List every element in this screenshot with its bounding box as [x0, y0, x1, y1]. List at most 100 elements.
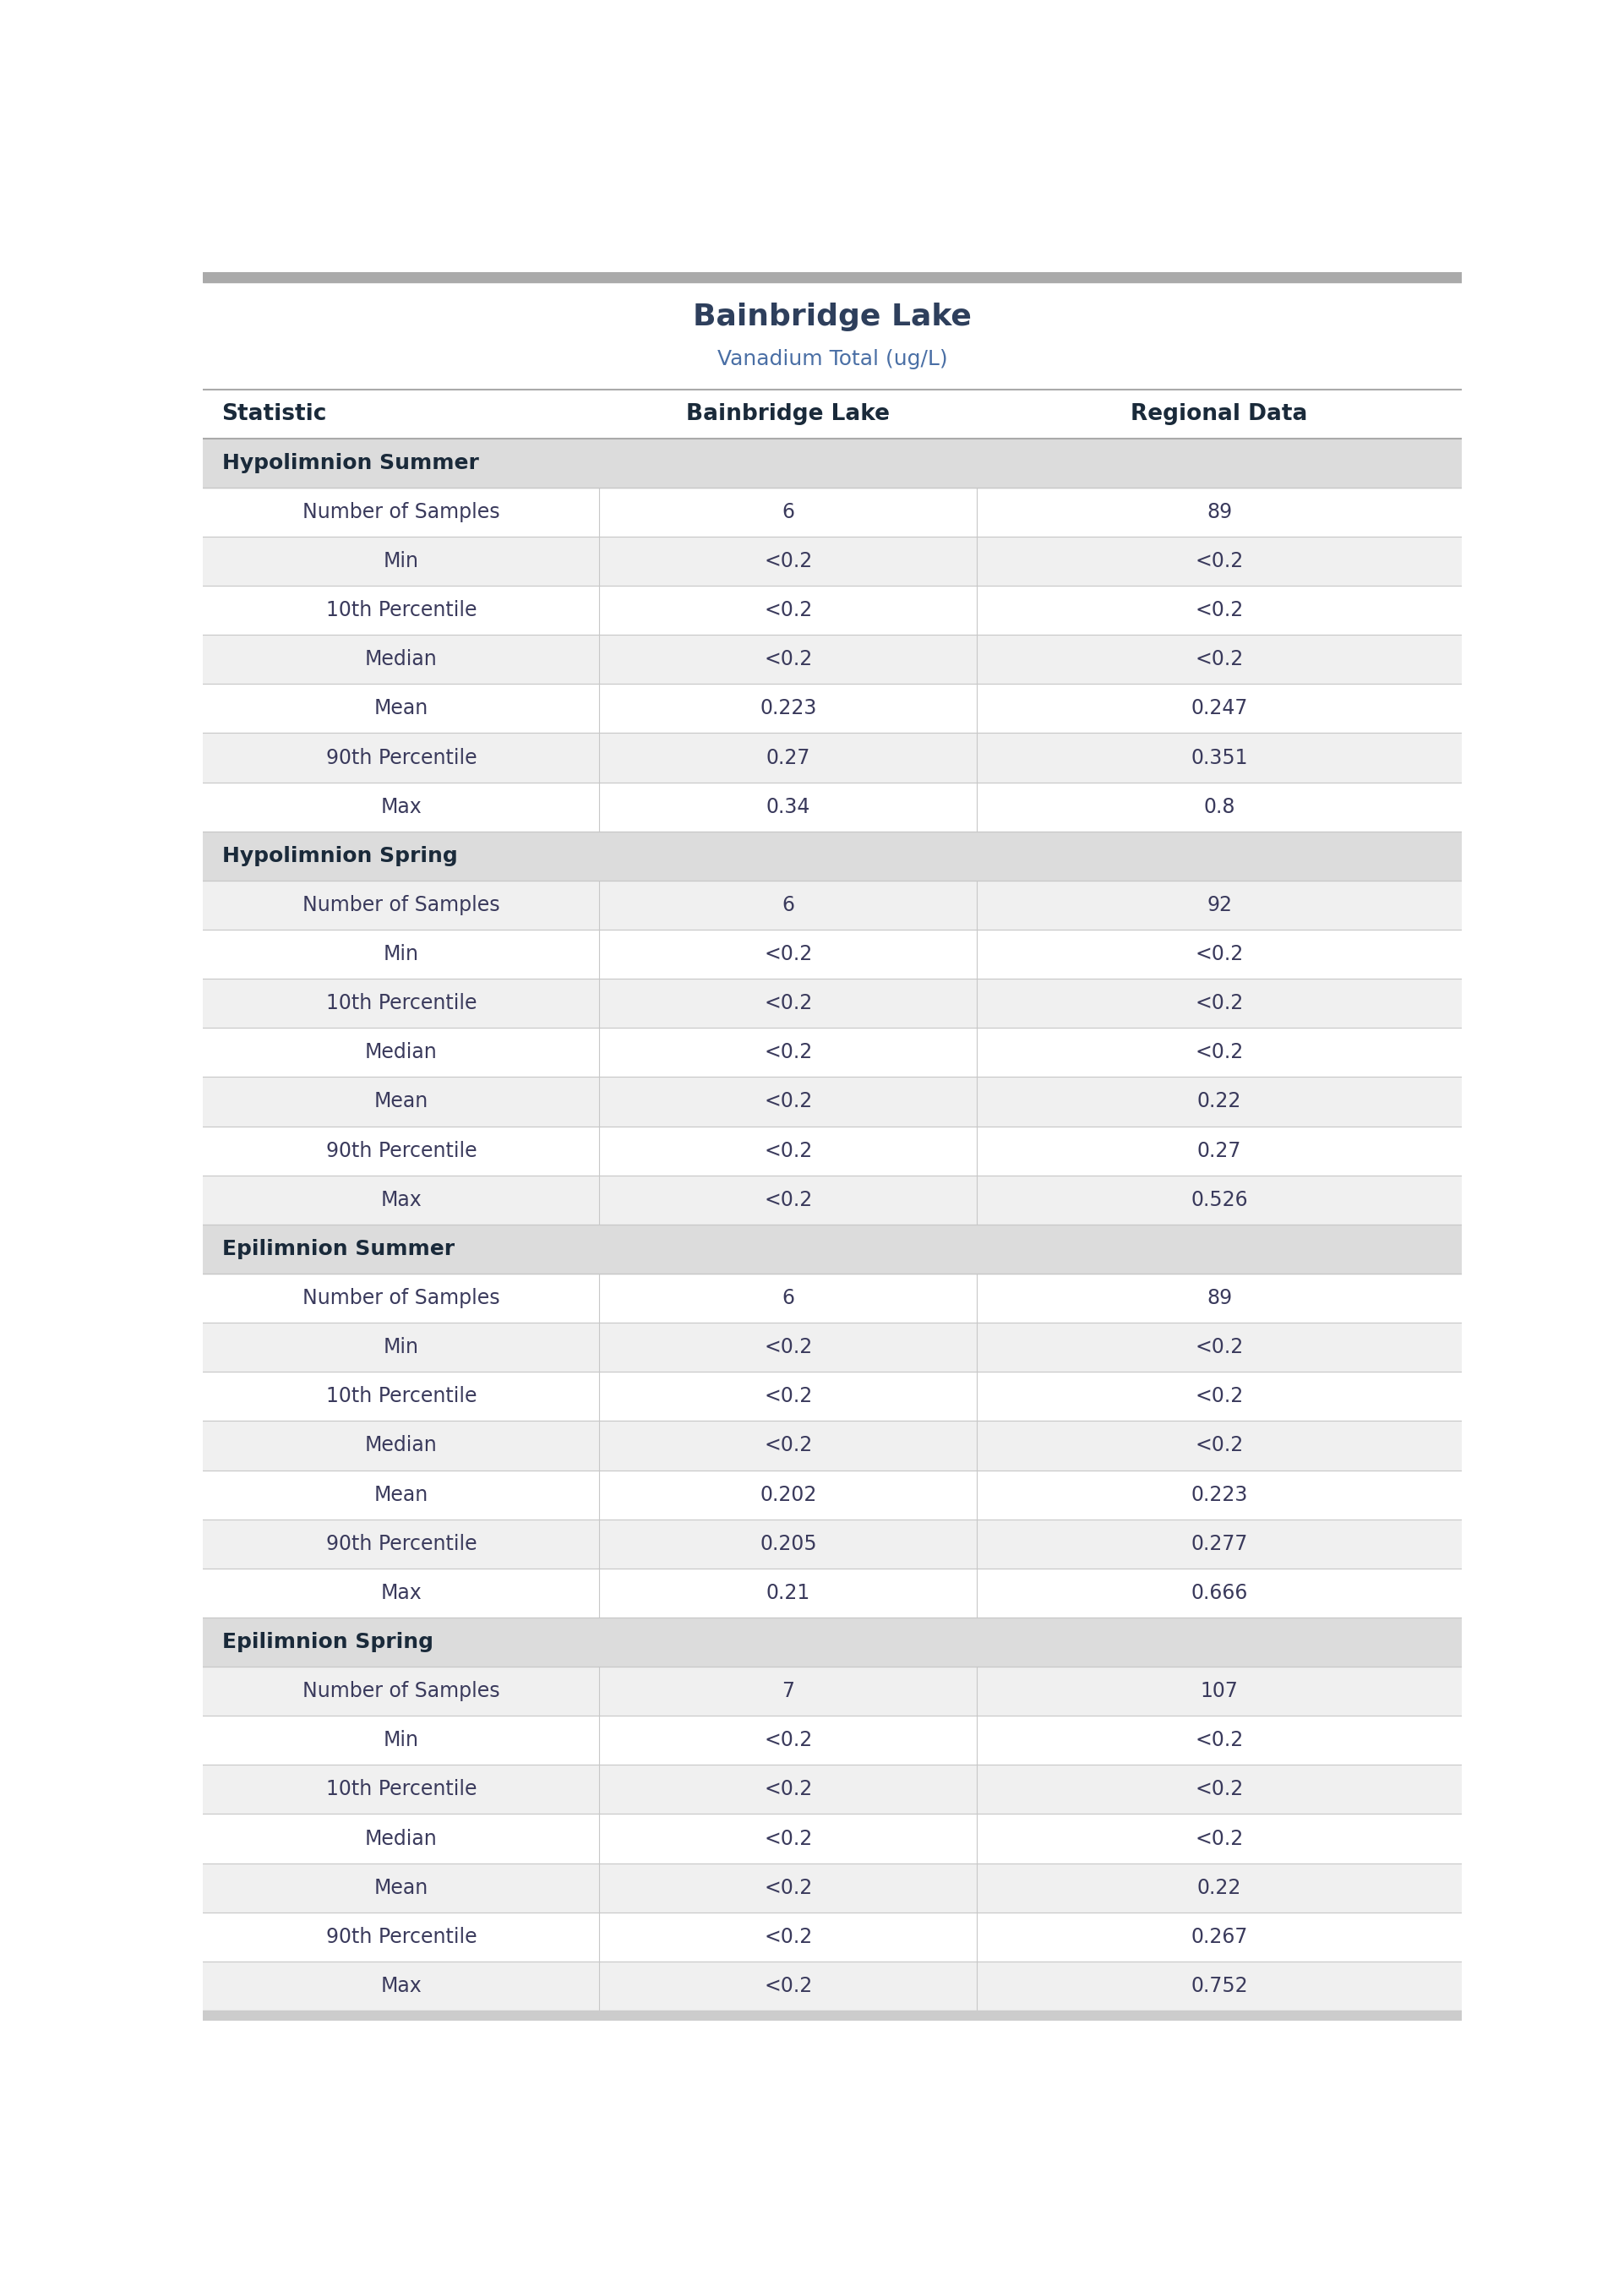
Text: Statistic: Statistic: [222, 404, 326, 424]
Text: Max: Max: [380, 1189, 422, 1210]
Text: 10th Percentile: 10th Percentile: [326, 1780, 476, 1800]
Text: Number of Samples: Number of Samples: [302, 894, 500, 915]
Text: Min: Min: [383, 552, 419, 572]
Bar: [203, 1076, 1462, 1126]
Text: Number of Samples: Number of Samples: [302, 1287, 500, 1308]
Text: 0.202: 0.202: [760, 1485, 817, 1505]
Text: 0.666: 0.666: [1190, 1582, 1247, 1603]
Bar: [203, 1666, 1462, 1716]
Text: 0.34: 0.34: [767, 797, 810, 817]
Text: Mean: Mean: [374, 1092, 429, 1112]
Bar: [203, 1961, 1462, 2011]
Text: <0.2: <0.2: [763, 1092, 812, 1112]
Text: <0.2: <0.2: [763, 1730, 812, 1750]
Text: Epilimnion Summer: Epilimnion Summer: [222, 1239, 455, 1260]
Text: <0.2: <0.2: [763, 1189, 812, 1210]
Text: Bainbridge Lake: Bainbridge Lake: [693, 302, 971, 331]
Text: Max: Max: [380, 1975, 422, 1995]
Text: <0.2: <0.2: [763, 1827, 812, 1848]
Text: <0.2: <0.2: [763, 1337, 812, 1357]
Text: <0.2: <0.2: [763, 1042, 812, 1062]
Bar: [203, 1323, 1462, 1371]
Text: 0.267: 0.267: [1190, 1927, 1247, 1948]
Text: 0.277: 0.277: [1190, 1535, 1247, 1555]
Text: <0.2: <0.2: [1195, 1042, 1244, 1062]
Text: 90th Percentile: 90th Percentile: [326, 1140, 477, 1160]
Text: <0.2: <0.2: [763, 1975, 812, 1995]
Bar: [203, 1864, 1462, 1911]
Text: <0.2: <0.2: [1195, 994, 1244, 1012]
Text: <0.2: <0.2: [763, 1435, 812, 1455]
Text: Median: Median: [365, 1042, 437, 1062]
Text: Epilimnion Spring: Epilimnion Spring: [222, 1632, 434, 1653]
Text: 0.351: 0.351: [1190, 747, 1247, 767]
Text: 89: 89: [1207, 1287, 1233, 1308]
Bar: [203, 1421, 1462, 1471]
Text: <0.2: <0.2: [1195, 1435, 1244, 1455]
Text: 0.27: 0.27: [767, 747, 810, 767]
Text: 10th Percentile: 10th Percentile: [326, 599, 476, 620]
Text: Median: Median: [365, 1827, 437, 1848]
Text: <0.2: <0.2: [763, 994, 812, 1012]
Text: <0.2: <0.2: [1195, 1780, 1244, 1800]
Text: 0.752: 0.752: [1190, 1975, 1247, 1995]
Text: 90th Percentile: 90th Percentile: [326, 747, 477, 767]
Text: <0.2: <0.2: [763, 552, 812, 572]
Text: <0.2: <0.2: [1195, 1730, 1244, 1750]
Text: Bainbridge Lake: Bainbridge Lake: [687, 404, 890, 424]
Text: 0.223: 0.223: [760, 699, 817, 720]
Text: Mean: Mean: [374, 1485, 429, 1505]
Text: Min: Min: [383, 1730, 419, 1750]
Text: 0.205: 0.205: [760, 1535, 817, 1555]
Text: 0.22: 0.22: [1197, 1092, 1241, 1112]
Text: 6: 6: [781, 1287, 794, 1308]
Text: 90th Percentile: 90th Percentile: [326, 1927, 477, 1948]
Text: 7: 7: [781, 1682, 794, 1700]
Text: <0.2: <0.2: [763, 944, 812, 965]
Text: <0.2: <0.2: [763, 599, 812, 620]
Text: Vanadium Total (ug/L): Vanadium Total (ug/L): [718, 350, 947, 370]
Bar: [203, 272, 1462, 281]
Text: <0.2: <0.2: [1195, 552, 1244, 572]
Text: <0.2: <0.2: [1195, 599, 1244, 620]
Bar: [203, 1224, 1462, 1273]
Bar: [203, 733, 1462, 783]
Text: <0.2: <0.2: [1195, 944, 1244, 965]
Bar: [203, 1176, 1462, 1224]
Text: Mean: Mean: [374, 699, 429, 720]
Bar: [203, 1619, 1462, 1666]
Text: Max: Max: [380, 797, 422, 817]
Text: 107: 107: [1200, 1682, 1237, 1700]
Text: Median: Median: [365, 649, 437, 670]
Text: Mean: Mean: [374, 1877, 429, 1898]
Text: Regional Data: Regional Data: [1130, 404, 1307, 424]
Text: 0.223: 0.223: [1190, 1485, 1247, 1505]
Text: <0.2: <0.2: [763, 1387, 812, 1407]
Text: 92: 92: [1207, 894, 1233, 915]
Text: <0.2: <0.2: [1195, 649, 1244, 670]
Text: 6: 6: [781, 502, 794, 522]
Text: Min: Min: [383, 1337, 419, 1357]
Text: <0.2: <0.2: [763, 1780, 812, 1800]
Text: 0.526: 0.526: [1190, 1189, 1247, 1210]
Text: Median: Median: [365, 1435, 437, 1455]
Text: <0.2: <0.2: [763, 1877, 812, 1898]
Text: 6: 6: [781, 894, 794, 915]
Bar: [203, 1519, 1462, 1569]
Text: 0.8: 0.8: [1203, 797, 1236, 817]
Text: <0.2: <0.2: [1195, 1387, 1244, 1407]
Text: 89: 89: [1207, 502, 1233, 522]
Bar: [203, 536, 1462, 586]
Text: 10th Percentile: 10th Percentile: [326, 994, 476, 1012]
Text: <0.2: <0.2: [763, 649, 812, 670]
Text: <0.2: <0.2: [1195, 1337, 1244, 1357]
Text: Min: Min: [383, 944, 419, 965]
Text: Max: Max: [380, 1582, 422, 1603]
Bar: [203, 881, 1462, 931]
Text: 0.247: 0.247: [1190, 699, 1247, 720]
Text: 0.22: 0.22: [1197, 1877, 1241, 1898]
Text: 0.21: 0.21: [767, 1582, 810, 1603]
Text: Number of Samples: Number of Samples: [302, 502, 500, 522]
Text: Hypolimnion Spring: Hypolimnion Spring: [222, 847, 458, 867]
Bar: [203, 1764, 1462, 1814]
